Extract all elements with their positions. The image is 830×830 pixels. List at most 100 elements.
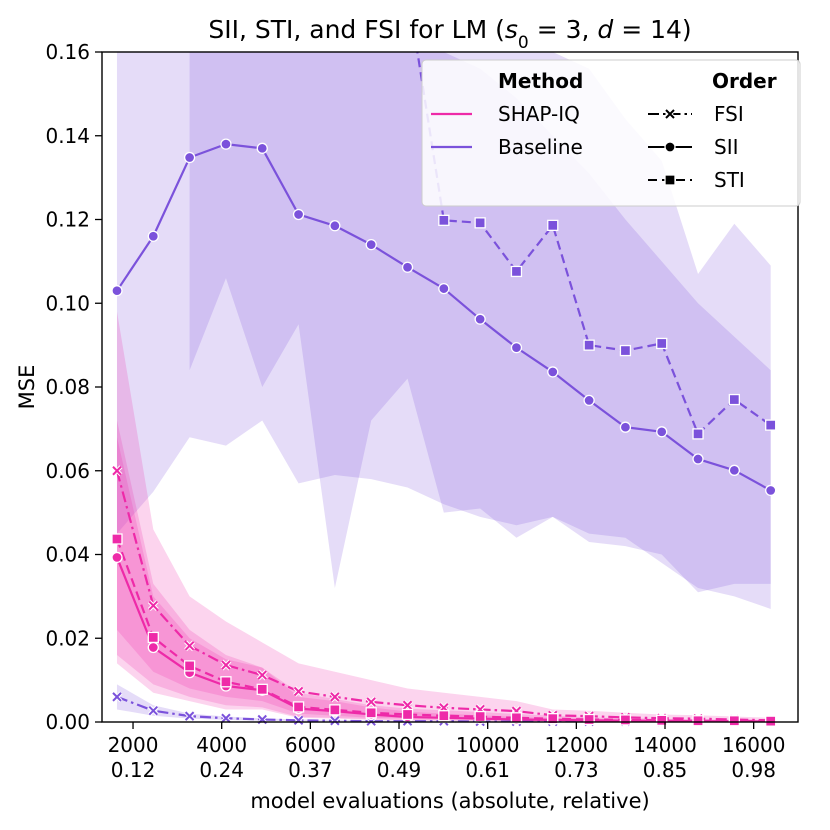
point-baseline-sii: [583, 394, 595, 407]
point-shap-iq-sti: [401, 708, 414, 721]
point-shap-iq-sti: [619, 714, 632, 726]
point-baseline-sii: [365, 238, 377, 251]
point-baseline-sii: [401, 261, 414, 273]
point-shap-iq-fsi: [184, 640, 196, 652]
point-shap-iq-fsi: [329, 691, 341, 703]
y-tick-label: 0.02: [45, 626, 90, 650]
point-shap-iq-sti: [728, 715, 740, 727]
x-tick-label-absolute: 2000: [108, 733, 159, 757]
legend-method-header: Method: [498, 69, 583, 93]
x-tick-label-absolute: 16000: [722, 733, 786, 757]
x-tick-label-relative: 0.24: [199, 758, 244, 782]
point-baseline-fsi: [111, 691, 123, 703]
point-shap-iq-fsi: [402, 699, 413, 711]
chart-title: SII, STI, and FSI for LM (s0 = 3, d = 14…: [208, 15, 691, 53]
point-shap-iq-sti: [183, 660, 196, 672]
legend-box: [421, 59, 801, 207]
point-baseline-sii: [692, 453, 704, 465]
y-tick-label: 0.00: [45, 710, 90, 734]
point-baseline-sii: [656, 426, 668, 438]
x-tick-label-relative: 0.73: [554, 758, 599, 782]
point-shap-iq-sti: [329, 704, 341, 716]
point-baseline-sti: [728, 393, 740, 406]
point-baseline-sii: [765, 484, 777, 497]
point-shap-iq-sti: [547, 713, 559, 725]
point-baseline-sti: [438, 214, 450, 226]
point-shap-iq-sti: [365, 707, 377, 719]
x-tick-label-relative: 0.98: [731, 758, 776, 782]
legend-marker-sti: [664, 174, 676, 186]
point-baseline-sti: [474, 217, 486, 229]
point-baseline-sii: [292, 208, 305, 221]
y-tick-label: 0.06: [45, 459, 90, 483]
x-tick-label-relative: 0.61: [465, 758, 510, 782]
y-tick-label: 0.10: [45, 291, 90, 315]
legend-marker-fsi: [664, 108, 676, 120]
y-tick-label: 0.04: [45, 543, 90, 567]
point-baseline-sii: [547, 366, 559, 378]
chart-legend: Method Order SHAP-IQ Baseline FSI SII STI: [421, 59, 801, 207]
title-text: SII, STI, and FSI for LM (s0 = 3, d = 14…: [208, 15, 691, 53]
point-shap-iq-sti: [692, 715, 704, 727]
point-shap-iq-fsi: [220, 659, 232, 671]
y-axis-label: MSE: [15, 365, 39, 410]
y-axis: 0.00 0.02 0.04 0.06 0.08 0.10 0.12 0.14 0.16: [45, 40, 102, 734]
point-shap-iq-sti: [438, 710, 450, 722]
point-baseline-sti: [583, 339, 595, 351]
point-baseline-sti: [692, 428, 704, 440]
point-shap-iq-sti: [292, 701, 305, 713]
y-tick-label: 0.08: [45, 375, 90, 399]
point-baseline-sii: [329, 220, 341, 232]
point-shap-iq-sti: [583, 713, 595, 726]
y-tick-label: 0.16: [45, 40, 90, 64]
point-baseline-sti: [619, 344, 632, 357]
point-baseline-sii: [619, 421, 632, 433]
legend-order-label: STI: [714, 168, 745, 192]
point-baseline-fsi: [220, 712, 232, 724]
point-shap-iq-sti: [147, 631, 159, 644]
band-baseline-sii: [116, 52, 771, 593]
band-shap-iq-sii: [116, 437, 771, 722]
y-tick-label: 0.12: [45, 208, 90, 232]
point-baseline-fsi: [293, 714, 304, 726]
x-tick-label-absolute: 10000: [456, 733, 520, 757]
x-tick-label-absolute: 12000: [545, 733, 609, 757]
point-shap-iq-sii: [111, 551, 123, 564]
y-tick-label: 0.14: [45, 124, 90, 148]
point-baseline-fsi: [147, 705, 159, 717]
point-baseline-sti: [510, 265, 523, 278]
legend-order-header: Order: [712, 69, 777, 93]
x-tick-label-absolute: 6000: [285, 733, 336, 757]
point-shap-iq-sti: [656, 714, 668, 726]
legend-order-label: SII: [714, 135, 739, 159]
point-shap-iq-sti: [220, 676, 232, 688]
legend-method-label: Baseline: [498, 135, 583, 159]
x-tick-label-relative: 0.12: [111, 758, 156, 782]
x-tick-label-absolute: 14000: [633, 733, 697, 757]
point-shap-iq-sti: [765, 715, 777, 727]
point-baseline-sii: [183, 151, 196, 164]
point-baseline-fsi: [329, 715, 341, 727]
band-shap-iq-sti: [116, 420, 771, 722]
point-shap-iq-sti: [510, 712, 523, 724]
point-baseline-sii: [256, 142, 268, 154]
legend-method-label: SHAP-IQ: [498, 102, 580, 126]
x-tick-label-absolute: 4000: [196, 733, 247, 757]
point-baseline-sii: [220, 138, 232, 150]
legend-marker-sii: [664, 141, 676, 153]
x-tick-label-relative: 0.49: [377, 758, 422, 782]
line-baseline-sti: [416, 52, 772, 435]
point-baseline-sii: [728, 464, 740, 476]
point-shap-iq-fsi: [111, 465, 123, 477]
point-baseline-sii: [147, 230, 159, 242]
point-shap-iq-fsi: [293, 686, 304, 697]
point-shap-iq-sti: [256, 683, 268, 695]
point-shap-iq-fsi: [256, 669, 268, 681]
point-baseline-sii: [474, 313, 486, 325]
legend-order-label: FSI: [714, 102, 744, 126]
point-baseline-sti: [547, 219, 559, 232]
band-shap-iq-fsi: [116, 311, 771, 722]
point-shap-iq-sii: [147, 641, 159, 654]
